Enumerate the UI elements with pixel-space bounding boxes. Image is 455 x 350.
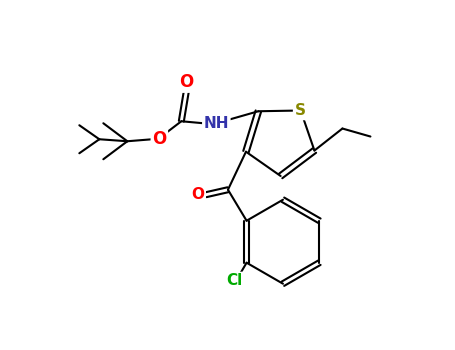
Text: NH: NH [203,116,229,131]
Text: Cl: Cl [227,273,243,288]
Text: O: O [152,130,167,148]
Text: S: S [295,103,306,118]
Text: O: O [192,187,204,202]
Text: O: O [179,73,193,91]
